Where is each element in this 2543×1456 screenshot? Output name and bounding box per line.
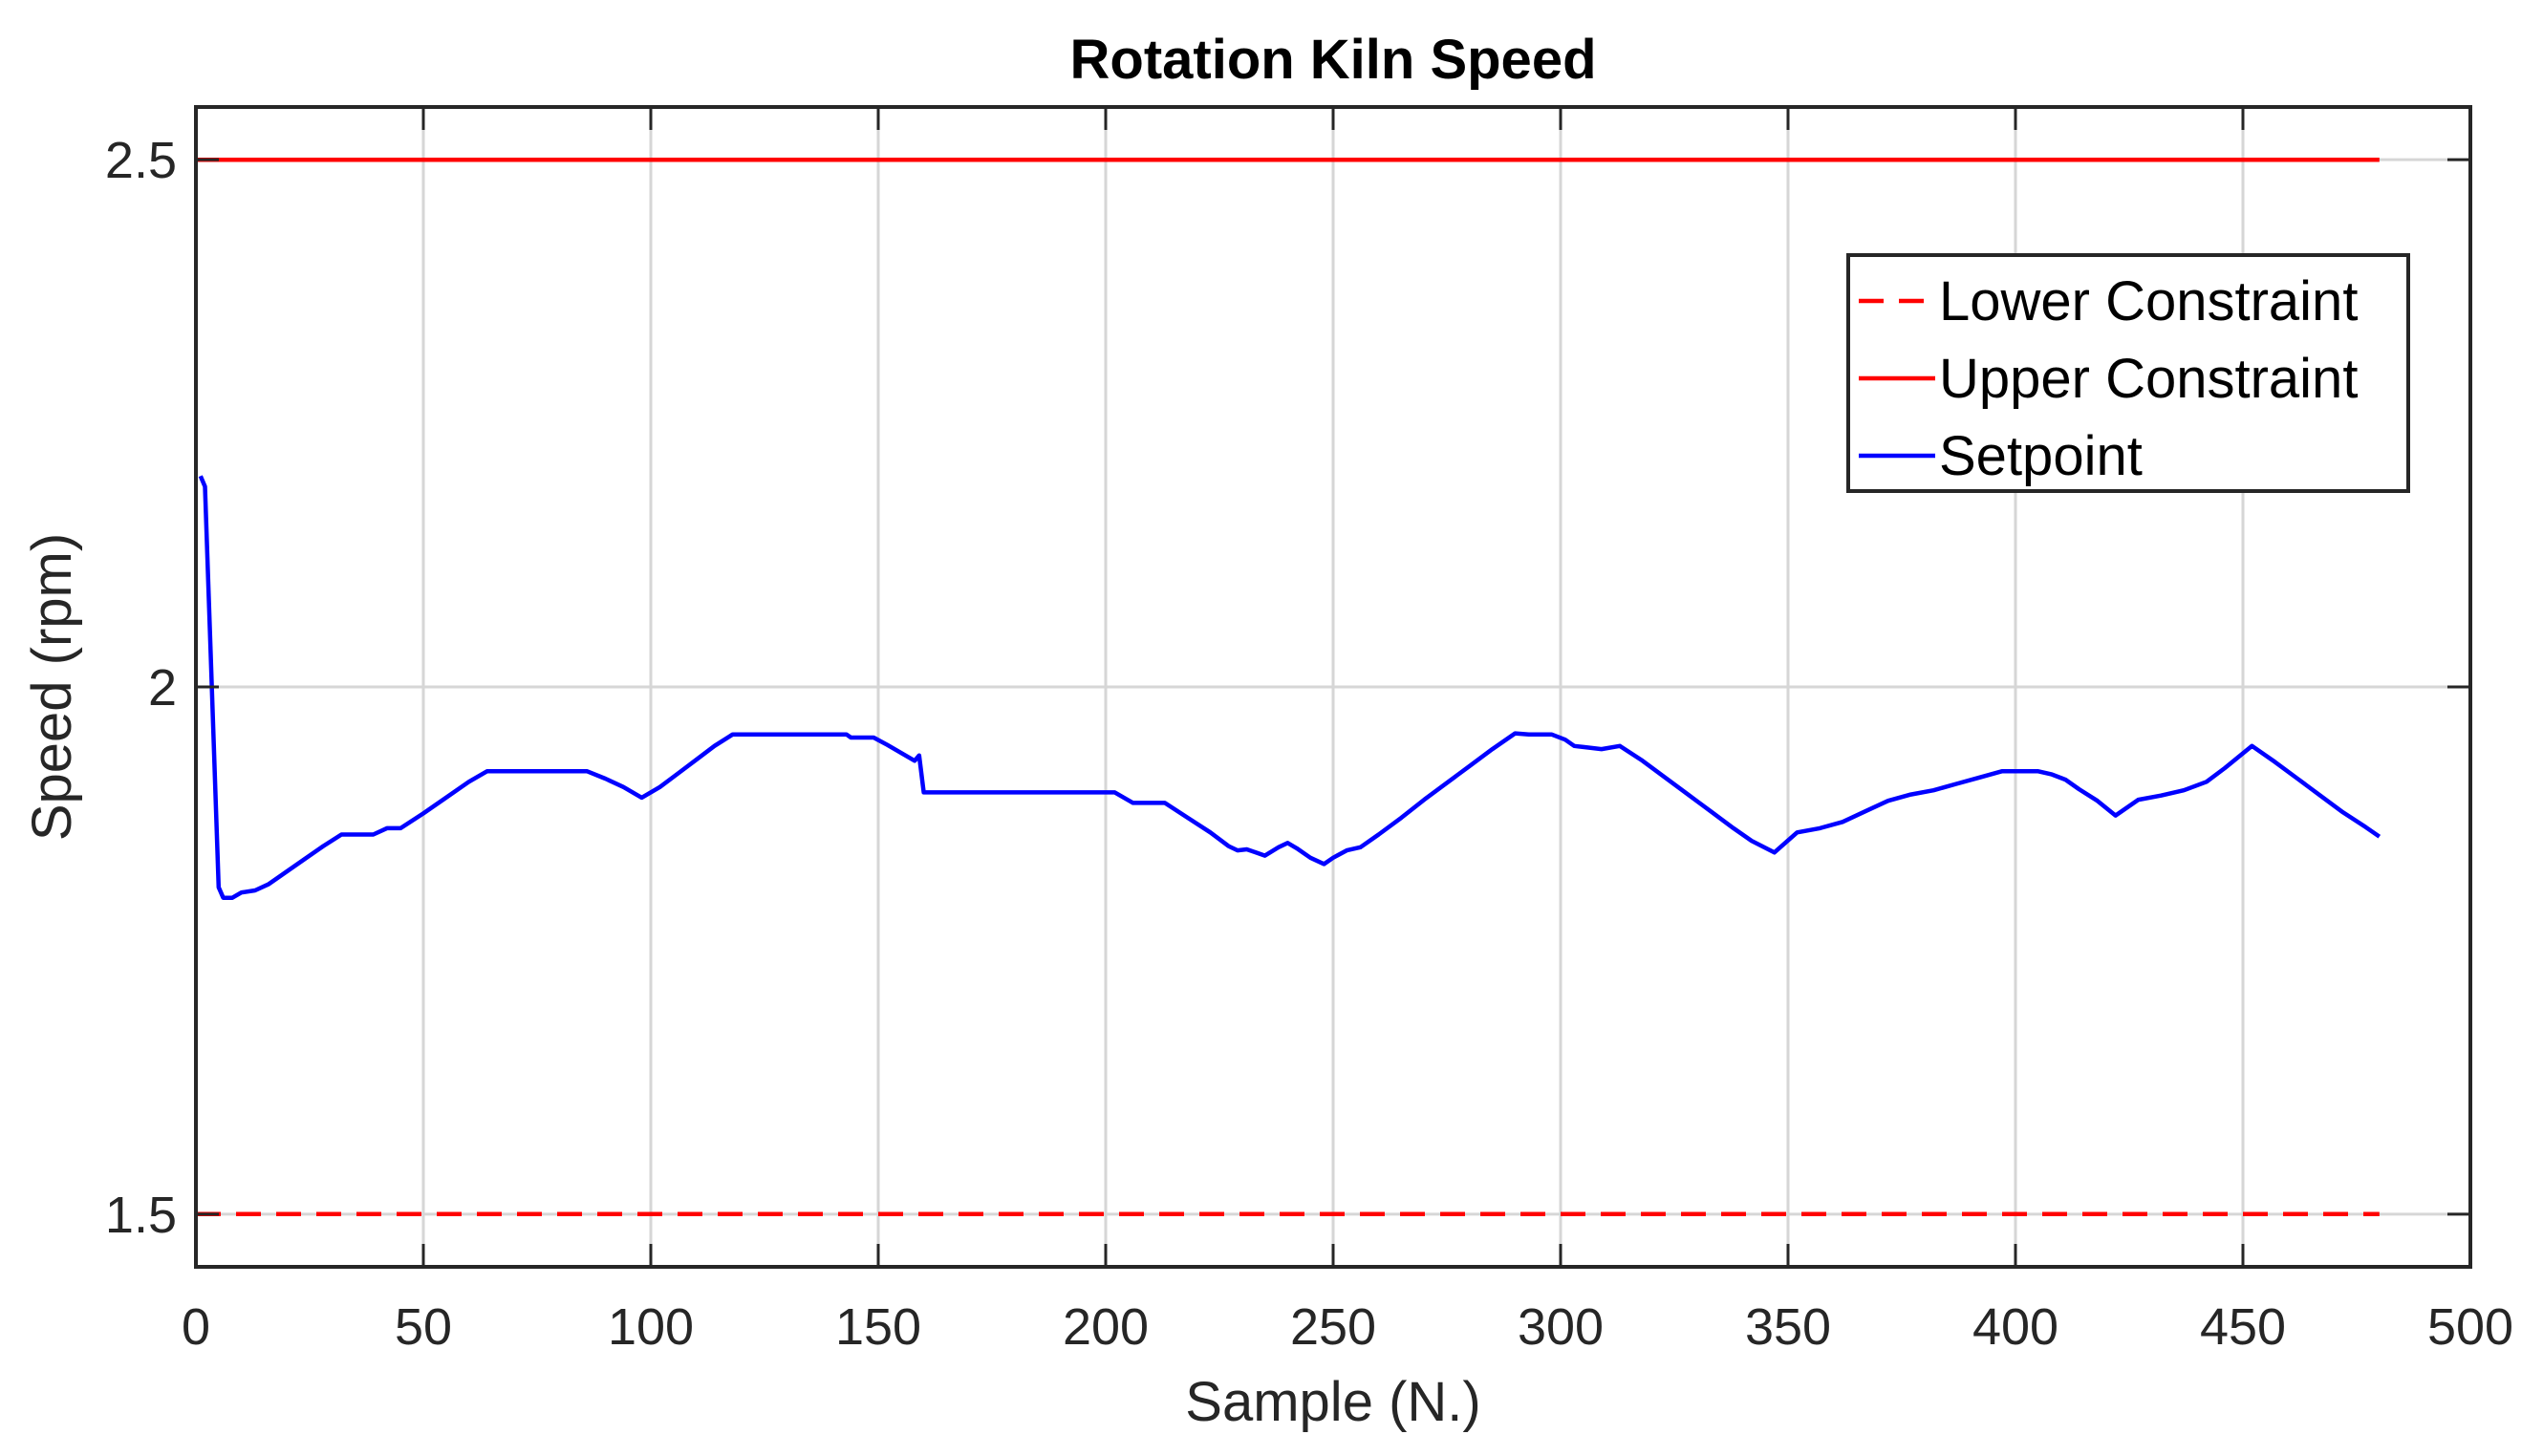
y-tick-label: 1.5	[105, 1187, 177, 1244]
x-tick-label: 250	[1290, 1298, 1376, 1356]
y-tick-label: 2	[148, 659, 177, 717]
x-tick-label: 100	[608, 1298, 694, 1356]
x-tick-label: 50	[395, 1298, 452, 1356]
y-tick-label: 2.5	[105, 132, 177, 189]
legend: Lower Constraint Upper Constraint Setpoi…	[1846, 253, 2410, 493]
tick-labels: 0 50 100 150 200 250 300 350 400 450 500 1.5 2 2.5	[105, 132, 2513, 1356]
x-tick-label: 500	[2427, 1298, 2513, 1356]
x-tick-label: 400	[1972, 1298, 2058, 1356]
legend-label-lower-constraint: Lower Constraint	[1939, 270, 2358, 332]
x-tick-label: 350	[1745, 1298, 1831, 1356]
series-lines	[196, 157, 2381, 1217]
series-line-setpoint	[198, 475, 2381, 900]
x-tick-label: 300	[1518, 1298, 1604, 1356]
x-axis-title: Sample (N.)	[1185, 1371, 1480, 1433]
legend-box	[1846, 253, 2410, 493]
chart-title: Rotation Kiln Speed	[1070, 29, 1597, 91]
x-tick-label: 200	[1063, 1298, 1149, 1356]
x-tick-label: 0	[182, 1298, 210, 1356]
x-tick-label: 150	[835, 1298, 921, 1356]
plot-frame	[194, 105, 2472, 1269]
legend-label-setpoint: Setpoint	[1939, 425, 2143, 487]
legend-label-upper-constraint: Upper Constraint	[1939, 348, 2358, 410]
y-axis-title: Speed (rpm)	[21, 533, 83, 841]
x-tick-label: 450	[2200, 1298, 2286, 1356]
